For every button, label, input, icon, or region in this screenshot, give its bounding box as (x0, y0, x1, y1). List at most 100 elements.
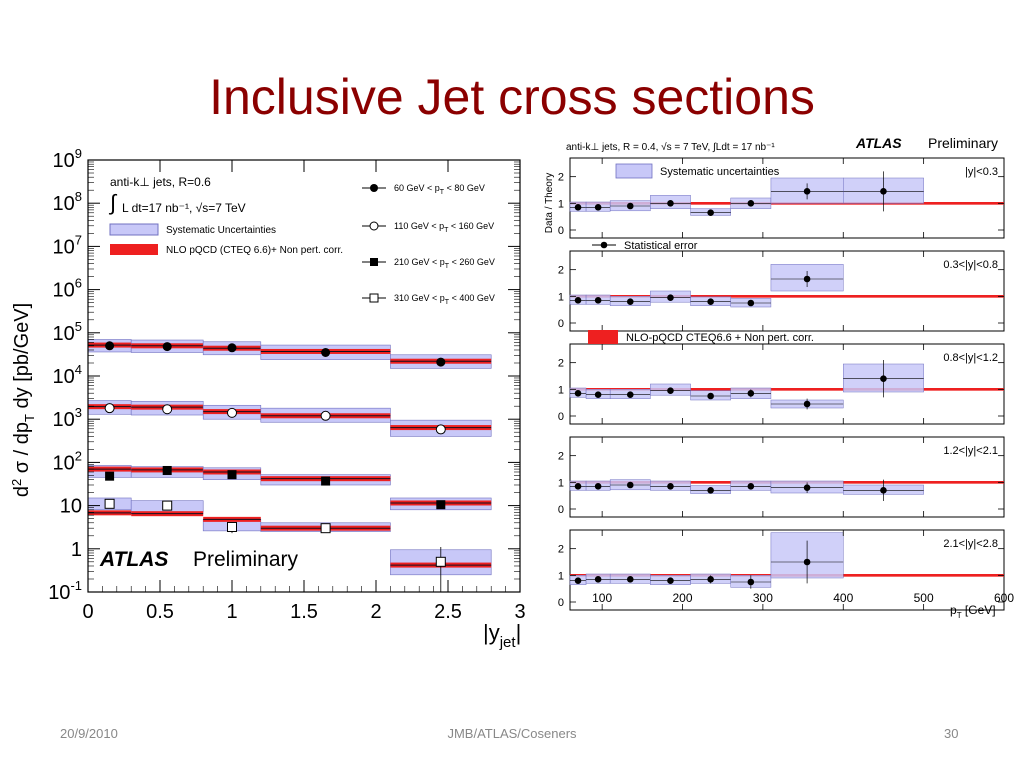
data-point-filled-square (162, 465, 172, 475)
right-title: anti-k⊥ jets, R = 0.4, √s = 7 TeV, ∫Ldt … (566, 141, 775, 153)
x-tick-label: 0.5 (146, 601, 174, 623)
ratio-panel-frame (569, 436, 1005, 518)
footer-page-number: 30 (944, 726, 959, 741)
left-ylabel: d2 σ / dpT dy [pb/GeV] (9, 303, 37, 497)
data-point-filled-square (227, 470, 237, 480)
data-point-filled-circle (162, 342, 172, 352)
y-tick-label: 1 (558, 477, 564, 489)
ratio-data-point (747, 483, 755, 490)
ratio-panel: 0 1 2 0.3<|y|<0.8 (558, 250, 1005, 332)
ratio-panel: 0 1 2 2.1<|y|<2.8 (558, 529, 1005, 611)
ratio-data-point (803, 558, 811, 566)
ratio-data-point (880, 487, 887, 494)
y-tick-label: 10-1 (48, 578, 82, 604)
data-point-open-square (162, 500, 173, 511)
right-preliminary-label: Preliminary (928, 135, 998, 151)
ratio-data-point (803, 400, 811, 408)
y-tick-label: 2 (558, 451, 564, 463)
lumi-label: L dt=17 nb⁻¹, √s=7 TeV (122, 201, 246, 215)
data-point-filled-square (321, 476, 331, 486)
ratio-data-point (880, 375, 887, 382)
ratio-data-point (747, 200, 755, 207)
x-tick-label: 1 (226, 601, 237, 623)
data-point-open-circle (104, 403, 115, 414)
ratio-data-point (626, 202, 634, 210)
ratio-panel: 0 1 2 1.2<|y|<2.1 (558, 436, 1005, 518)
data-point-filled-circle (227, 343, 237, 353)
left-marks-layer (104, 341, 446, 592)
ratio-data-point (667, 200, 674, 207)
legend-series-label: 110 GeV < pT < 160 GeV (394, 221, 494, 234)
y-tick-label: 1 (558, 291, 564, 303)
y-tick-label: 102 (53, 448, 82, 474)
left-axes-layer: 10-1 1 10 102 103 104 105 106 107 108 109 0 0.5 1 1.5 2… (48, 146, 525, 623)
y-tick-label: 0 (558, 318, 564, 330)
theory-ratio-band (570, 388, 1004, 391)
data-point-open-circle (369, 221, 379, 231)
ratio-data-point (574, 483, 582, 490)
rapidity-label: 2.1<|y|<2.8 (943, 538, 998, 550)
data-point-filled-circle (436, 357, 446, 367)
jets-label: anti-k⊥ jets, R=0.6 (110, 175, 211, 189)
y-tick-label: 108 (53, 189, 82, 215)
y-tick-label: 106 (53, 276, 82, 302)
left-chart: 10-1 1 10 102 103 104 105 106 107 108 109 0 0.5 1 1.5 2… (9, 146, 526, 651)
ratio-data-point (667, 577, 674, 584)
theory-ratio-band (570, 295, 1004, 298)
ratio-data-point (626, 298, 634, 305)
legend-stat-label: Statistical error (624, 240, 698, 252)
legend-series-label: 60 GeV < pT < 80 GeV (394, 183, 485, 196)
y-tick-label: 2 (558, 265, 564, 277)
ratio-data-point (707, 298, 714, 305)
y-tick-label: 1 (71, 539, 82, 561)
y-tick-label: 2 (558, 172, 564, 184)
legend-swatch-nlo (588, 330, 618, 344)
slide-title: Inclusive Jet cross sections (209, 69, 815, 125)
legend-series-label: 210 GeV < pT < 260 GeV (394, 257, 495, 270)
ratio-data-point (667, 483, 674, 490)
rapidity-label: 1.2<|y|<2.1 (943, 445, 998, 457)
legend-series-label: 310 GeV < pT < 400 GeV (394, 293, 495, 306)
legend-nlo-label: NLO pQCD (CTEQ 6.6)+ Non pert. corr. (166, 245, 343, 256)
y-tick-label: 103 (53, 405, 82, 431)
right-atlas-logo: ATLAS (855, 135, 902, 151)
preliminary-label: Preliminary (193, 548, 299, 571)
y-tick-label: 109 (53, 146, 82, 172)
y-tick-label: 0 (558, 597, 564, 609)
legend-systematic-label: Systematic uncertainties (660, 166, 780, 178)
data-point-filled-circle (370, 184, 378, 192)
ratio-data-point (574, 390, 582, 397)
right-ylabel: Data / Theory (544, 173, 555, 233)
y-tick-label: 1 (558, 198, 564, 210)
data-point-open-circle (435, 424, 446, 435)
ratio-data-point (626, 576, 634, 583)
ratio-data-point (707, 209, 714, 216)
right-panels-layer: 0 1 2 |y|<0.3 0 1 2 0.3<|y|<0.8 0 1 2 0.8<|y|<1.2 0 1… (558, 157, 1005, 611)
x-tick-label: 400 (833, 591, 853, 605)
x-tick-label: 3 (514, 601, 525, 623)
y-tick-label: 1 (558, 570, 564, 582)
data-point-open-square (369, 293, 379, 303)
left-legend-bands: Systematic Uncertainties NLO pQCD (CTEQ … (109, 223, 343, 256)
ratio-data-point (747, 578, 755, 586)
ratio-data-point (707, 487, 714, 494)
rapidity-label: |y|<0.3 (965, 166, 998, 178)
rapidity-label: 0.8<|y|<1.2 (943, 352, 998, 364)
data-point-filled-square (370, 258, 378, 266)
data-point-filled-circle (105, 341, 115, 351)
y-tick-label: 0 (558, 225, 564, 237)
legend-swatch-nlo (110, 244, 158, 255)
footer-center: JMB/ATLAS/Coseners (447, 726, 577, 741)
y-tick-label: 107 (53, 232, 82, 258)
ratio-data-point (594, 576, 602, 583)
right-chart: anti-k⊥ jets, R = 0.4, √s = 7 TeV, ∫Ldt … (544, 135, 1014, 620)
ratio-data-point (594, 483, 602, 490)
x-tick-label: 1.5 (290, 601, 318, 623)
x-tick-label: 600 (994, 591, 1014, 605)
legend-nlo-label: NLO-pQCD CTEQ6.6 + Non pert. corr. (626, 332, 814, 344)
data-point-open-square (435, 556, 446, 567)
legend-systematic-label: Systematic Uncertainties (166, 225, 276, 236)
right-xlabel: pT [GeV] (950, 603, 996, 620)
ratio-data-point (626, 391, 634, 398)
ratio-data-point (747, 299, 755, 307)
